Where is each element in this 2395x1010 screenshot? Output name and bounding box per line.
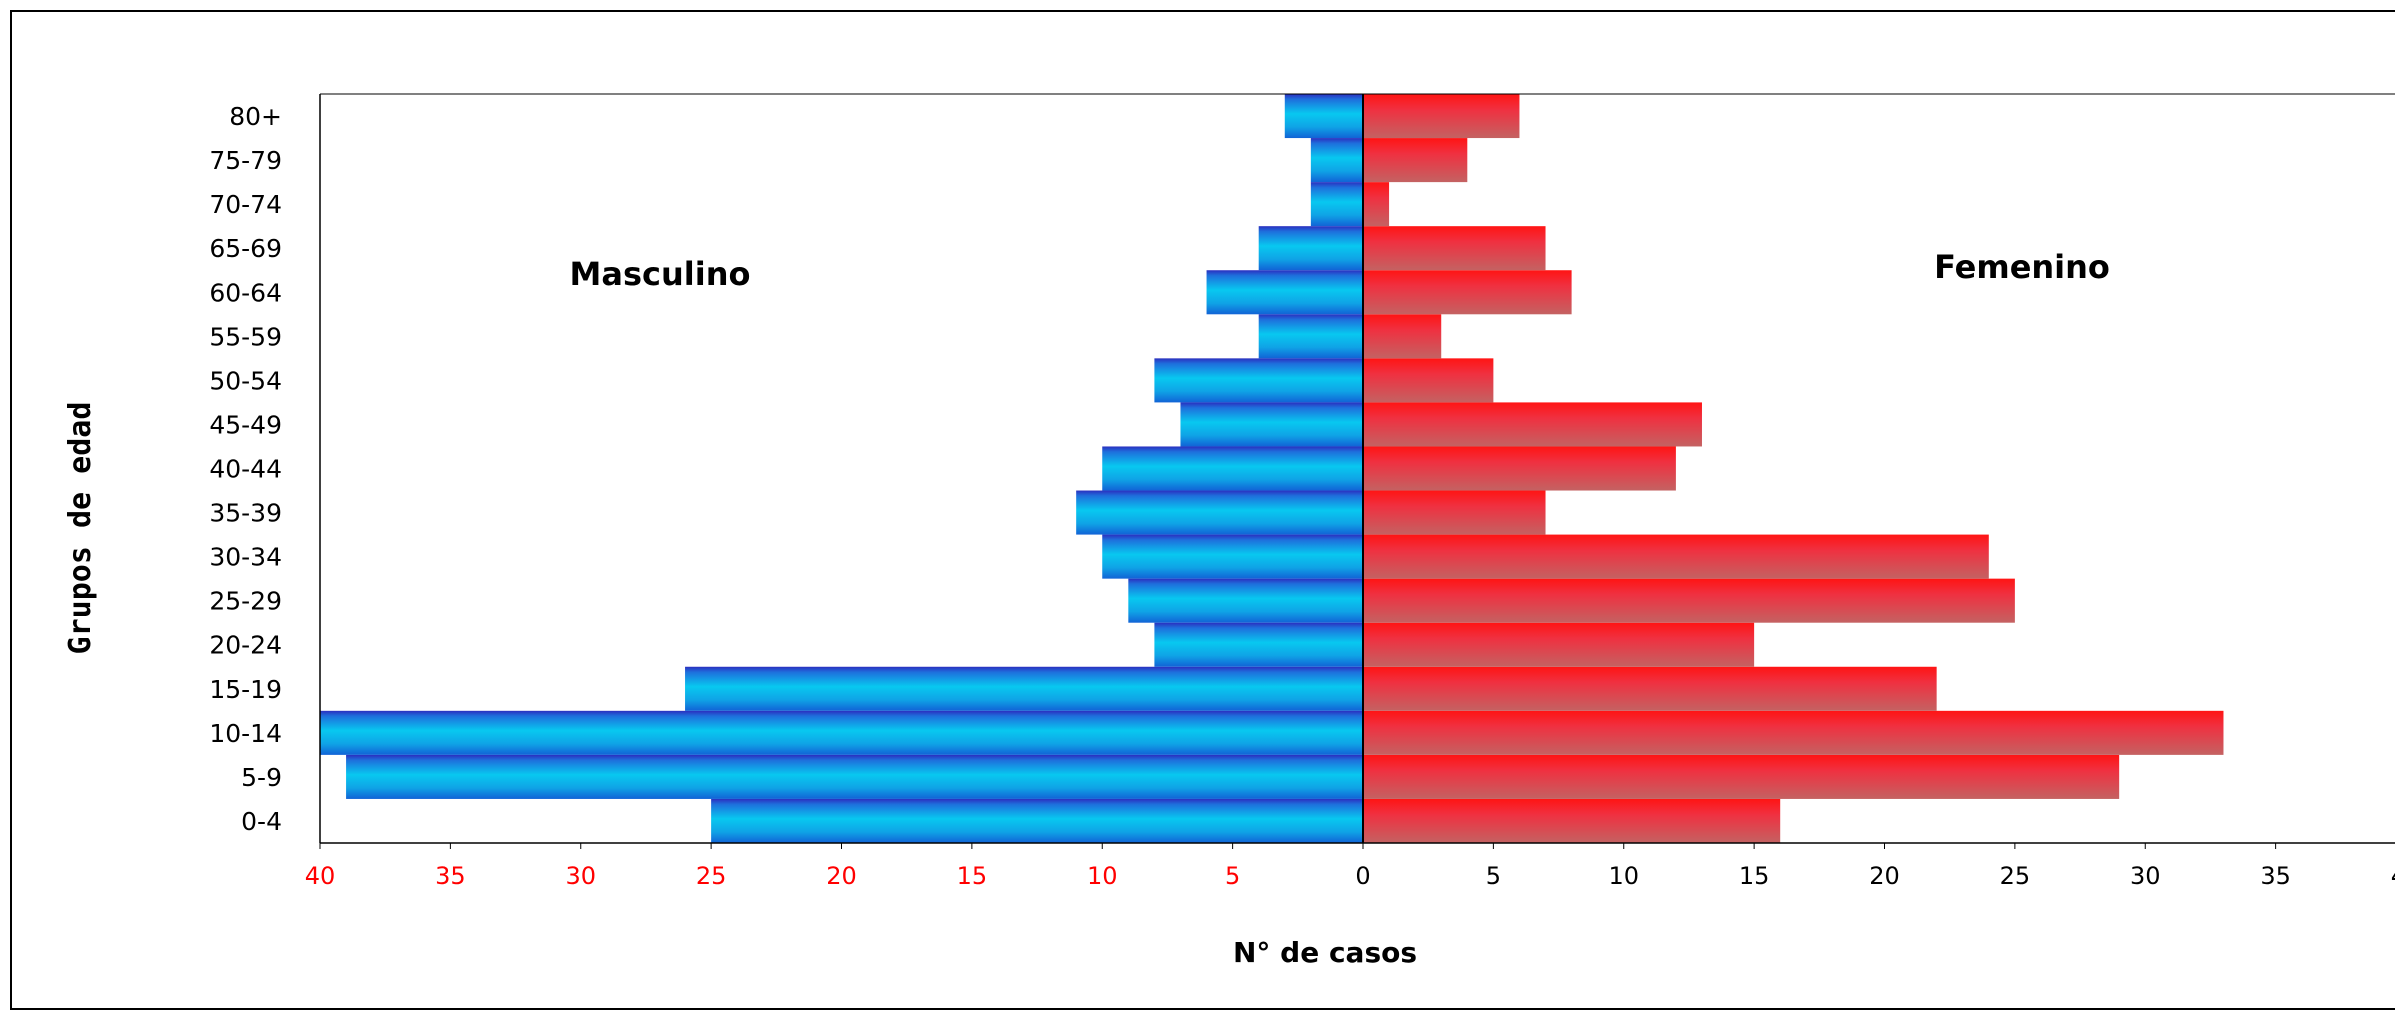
x-tick-label: 40: [2391, 862, 2395, 890]
bar-masculino-40-44: [1102, 446, 1363, 491]
y-tick-label: 30-34: [209, 543, 282, 572]
y-tick-label: 20-24: [209, 631, 282, 660]
bar-masculino-45-49: [1180, 402, 1363, 447]
bar-femenino-45-49: [1363, 402, 1702, 447]
y-tick-labels: 0-4 5-9 10-14 15-19 20-24 25-29 30-34 35-39 40-4…: [209, 102, 282, 836]
bar-femenino-80+: [1363, 94, 1520, 139]
bar-femenino-75-79: [1363, 138, 1468, 183]
x-axis-title: N° de casos: [1233, 936, 1417, 969]
x-tick-label: 25: [2000, 862, 2031, 890]
bar-masculino-30-34: [1102, 534, 1363, 579]
bar-femenino-55-59: [1363, 314, 1442, 359]
series-femenino: [1363, 94, 2224, 843]
y-tick-label: 80+: [229, 102, 282, 131]
bar-femenino-0-4: [1363, 798, 1781, 843]
bar-femenino-10-14: [1363, 710, 2224, 755]
y-tick-label: 60-64: [209, 278, 282, 307]
bar-femenino-15-19: [1363, 666, 1937, 711]
bar-masculino-15-19: [685, 666, 1363, 711]
bar-masculino-70-74: [1310, 182, 1363, 227]
x-tick-label: 5: [1486, 862, 1501, 890]
x-tick-labels: 40 35 30 25 20 15 10 5 0 5 10 15 20 25 30 35 40: [305, 843, 2395, 890]
y-tick-label: 55-59: [209, 322, 282, 351]
x-tick-label: 25: [696, 862, 727, 890]
bar-masculino-5-9: [346, 754, 1363, 799]
bar-femenino-65-69: [1363, 226, 1546, 271]
bar-masculino-20-24: [1154, 622, 1363, 667]
bar-femenino-50-54: [1363, 358, 1494, 403]
bar-masculino-65-69: [1258, 226, 1363, 271]
bar-femenino-70-74: [1363, 182, 1390, 227]
x-tick-label: 40: [305, 862, 336, 890]
x-tick-label: 30: [565, 862, 596, 890]
bar-femenino-20-24: [1363, 622, 1755, 667]
bar-femenino-40-44: [1363, 446, 1676, 491]
bar-masculino-10-14: [320, 710, 1363, 755]
x-tick-label: 15: [957, 862, 988, 890]
x-tick-label: 15: [1739, 862, 1770, 890]
x-tick-label: 35: [2260, 862, 2291, 890]
y-tick-label: 5-9: [241, 763, 282, 792]
x-tick-label: 10: [1087, 862, 1118, 890]
series-label-masculino: Masculino: [570, 255, 751, 293]
bar-masculino-50-54: [1154, 358, 1363, 403]
bar-masculino-35-39: [1076, 490, 1363, 535]
series-masculino: [320, 94, 1363, 843]
y-tick-label: 0-4: [241, 807, 282, 836]
y-tick-label: 65-69: [209, 234, 282, 263]
x-tick-label: 35: [435, 862, 466, 890]
bar-masculino-55-59: [1258, 314, 1363, 359]
y-tick-label: 50-54: [209, 366, 282, 395]
bar-masculino-60-64: [1206, 270, 1363, 315]
x-tick-label: 20: [826, 862, 857, 890]
x-tick-label: 5: [1225, 862, 1240, 890]
y-tick-label: 75-79: [209, 146, 282, 175]
x-tick-label: 0: [1355, 862, 1370, 890]
y-axis-title: Grupos de edad: [63, 402, 98, 655]
y-tick-label: 15-19: [209, 675, 282, 704]
bar-femenino-35-39: [1363, 490, 1546, 535]
y-tick-label: 70-74: [209, 190, 282, 219]
series-label-femenino: Femenino: [1934, 248, 2110, 286]
x-tick-label: 10: [1608, 862, 1639, 890]
bar-femenino-25-29: [1363, 578, 2015, 623]
y-tick-label: 35-39: [209, 499, 282, 528]
bar-masculino-0-4: [711, 798, 1363, 843]
y-tick-label: 25-29: [209, 587, 282, 616]
x-tick-label: 30: [2130, 862, 2161, 890]
axes: [319, 93, 2395, 844]
bar-femenino-60-64: [1363, 270, 1572, 315]
bar-masculino-25-29: [1128, 578, 1363, 623]
bar-femenino-30-34: [1363, 534, 1989, 579]
bar-masculino-75-79: [1310, 138, 1363, 183]
x-tick-label: 20: [1869, 862, 1900, 890]
y-tick-label: 40-44: [209, 455, 282, 484]
bar-masculino-80+: [1284, 94, 1363, 139]
y-tick-label: 10-14: [209, 719, 282, 748]
y-tick-label: 45-49: [209, 410, 282, 439]
bar-femenino-5-9: [1363, 754, 2120, 799]
